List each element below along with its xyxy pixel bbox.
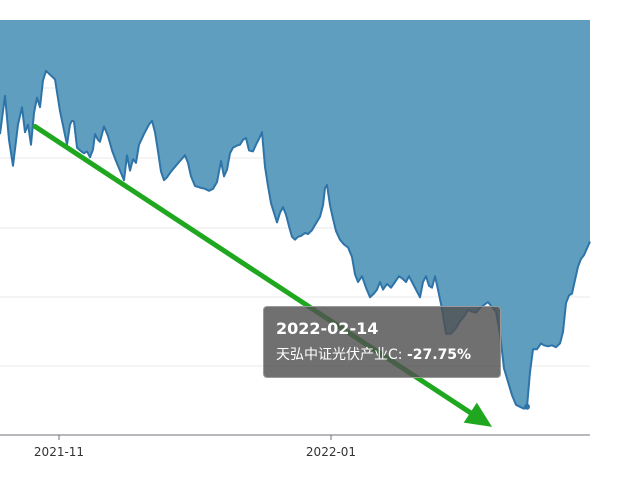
tooltip-separator: : [397, 347, 407, 363]
x-axis-ticks: 2021-11 2022-01 [34, 435, 356, 459]
tooltip-date: 2022-02-14 [276, 319, 379, 338]
tooltip-row: 天弘中证光伏产业C: -27.75% [276, 344, 500, 366]
tooltip: 2022-02-14 天弘中证光伏产业C: -27.75% [263, 306, 501, 378]
hover-point-marker [524, 403, 530, 410]
tooltip-series-label: 天弘中证光伏产业C [276, 347, 398, 363]
x-tick-label: 2021-11 [34, 445, 84, 459]
x-tick-label: 2022-01 [306, 445, 356, 459]
tooltip-value: -27.75% [406, 347, 472, 363]
series-line [0, 69, 591, 410]
arrow-head [463, 402, 492, 427]
